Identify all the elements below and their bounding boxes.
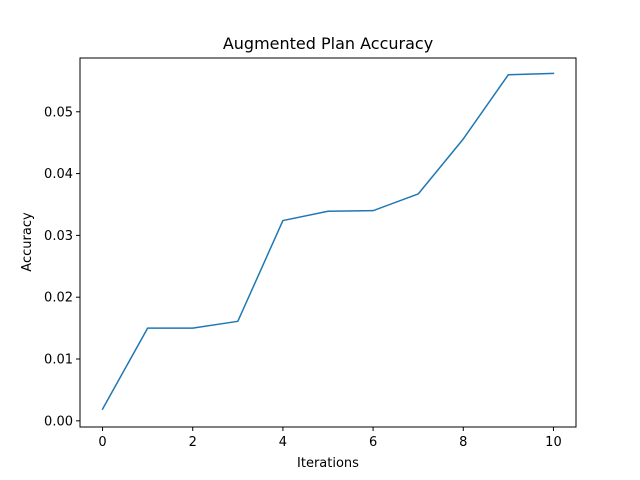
plot-frame (79, 57, 577, 428)
x-tick-label: 2 (189, 435, 197, 450)
chart-title: Augmented Plan Accuracy (223, 34, 433, 53)
y-tick-label: 0.05 (44, 105, 73, 120)
x-tick-label: 10 (545, 435, 562, 450)
y-tick-label: 0.03 (44, 229, 73, 244)
y-tick-label: 0.02 (44, 291, 73, 306)
x-tick-label: 8 (459, 435, 467, 450)
x-tick-label: 0 (98, 435, 106, 450)
series-line (101, 72, 555, 411)
y-tick-label: 0.01 (44, 353, 73, 368)
x-tick-label: 4 (279, 435, 287, 450)
y-axis-label: Accuracy (20, 212, 35, 272)
y-tick-label: 0.04 (44, 167, 73, 182)
x-tick-label: 6 (369, 435, 377, 450)
series-layer (101, 72, 555, 411)
x-axis-label: Iterations (297, 456, 359, 471)
ticks-layer: 0 2 4 6 8 10 0.00 0.01 0.02 0.03 0.04 0.05 (44, 105, 562, 450)
y-tick-label: 0.00 (44, 414, 73, 429)
